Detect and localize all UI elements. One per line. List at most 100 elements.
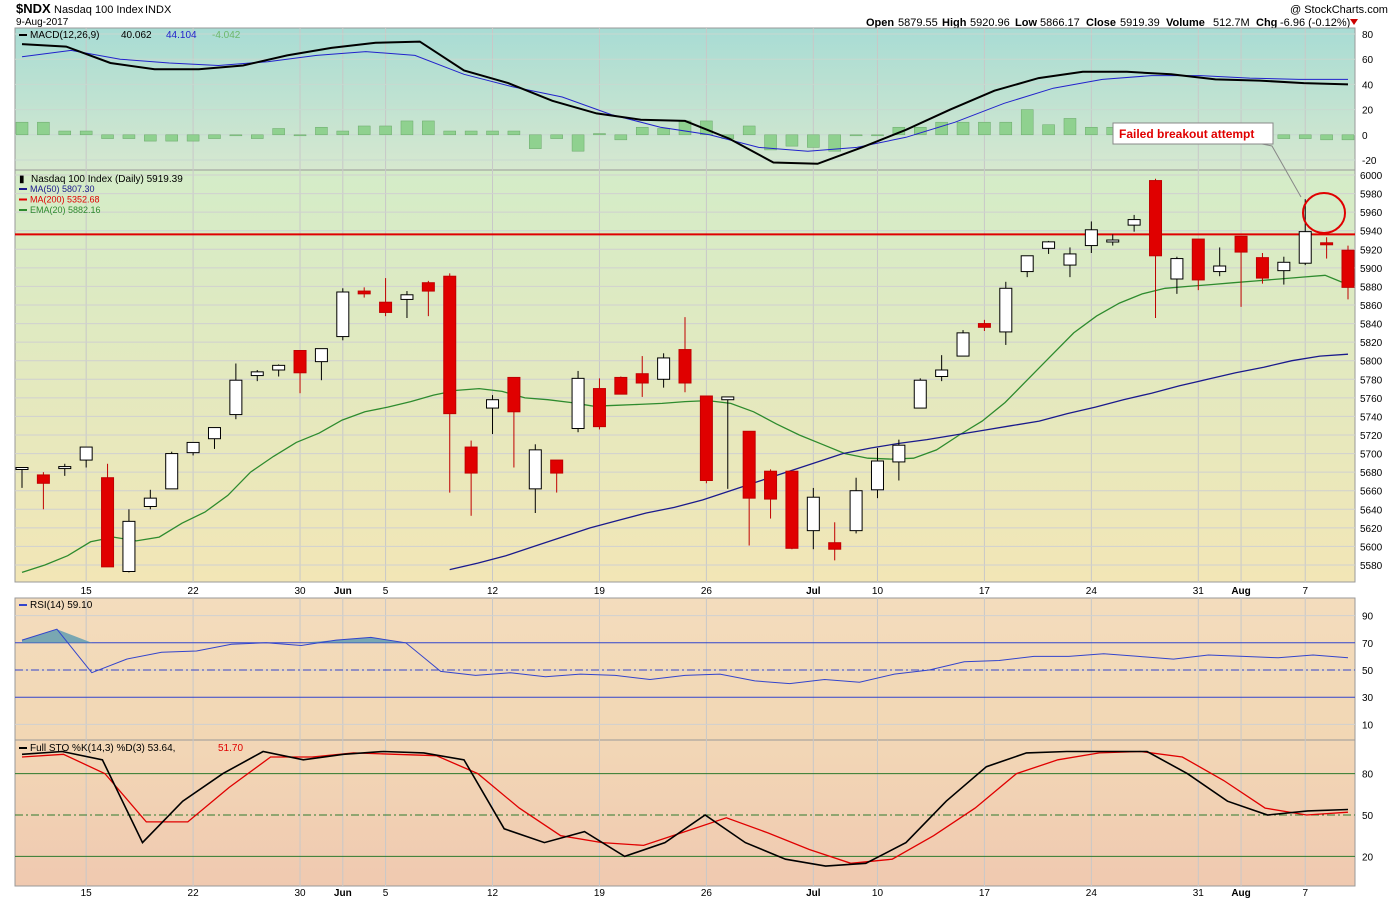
price-tick-label: 5820 [1360, 338, 1383, 349]
macd-histogram-bar [357, 125, 371, 136]
macd-label: MACD(12,26,9) [30, 30, 99, 41]
legend-entry: MA(200) 5352.68 [30, 195, 100, 205]
candle-body [336, 291, 350, 338]
candle-body [635, 373, 649, 384]
candle-body [828, 542, 842, 550]
macd-tick-label: 60 [1362, 55, 1374, 66]
low-value: 5866.17 [1040, 17, 1080, 29]
macd-value: 40.062 [121, 30, 152, 41]
date-label: 19 [594, 586, 606, 597]
ohlc-strip: Open 5879.55 High 5920.96 Low 5866.17 Cl… [866, 17, 1350, 29]
macd-histogram-bar [1042, 124, 1055, 136]
date-label: 17 [979, 586, 991, 597]
macd-histogram-bar [186, 134, 200, 142]
macd-histogram-bar [400, 120, 414, 136]
macd-signal-line [21, 49, 1348, 152]
macd-histogram-bar [849, 134, 863, 137]
date-label: 26 [701, 888, 713, 899]
plot-area [15, 40, 1355, 867]
price-tick-label: 5860 [1360, 301, 1383, 312]
symbol: $NDX [16, 1, 51, 16]
macd-histogram-bar [807, 134, 820, 148]
candle-body [977, 323, 991, 328]
macd-histogram-bar [550, 134, 563, 139]
macd-histogram-bar [336, 130, 350, 136]
candle-body [122, 520, 136, 572]
macd-histogram-bar [914, 126, 927, 136]
index-name: Nasdaq 100 Index [54, 4, 144, 16]
date-label: 10 [872, 888, 884, 899]
price-tick-label: 5940 [1360, 227, 1383, 238]
date-label: 24 [1086, 888, 1098, 899]
credit: @ StockCharts.com [1290, 4, 1388, 16]
candle-body [464, 446, 478, 474]
dropdown-arrow-icon[interactable] [1350, 19, 1358, 25]
breakout-annotation: Failed breakout attempt [1112, 122, 1346, 234]
date-label: Jun [334, 586, 352, 597]
date-label: 12 [487, 586, 499, 597]
candle-body [571, 377, 585, 430]
price-tick-label: 5900 [1360, 264, 1383, 275]
macd-histogram-bar [443, 130, 456, 136]
macd-histogram-bar [122, 134, 136, 139]
date-label: 31 [1193, 586, 1205, 597]
candle-body [550, 459, 564, 474]
macd-histogram-bar [1020, 109, 1034, 136]
price-tick-label: 5680 [1360, 468, 1383, 479]
exchange: INDX [145, 4, 172, 16]
candle-body [79, 446, 93, 461]
candle-body [1234, 235, 1248, 253]
candle-body [806, 496, 820, 532]
macd-histogram-bar [486, 130, 499, 136]
candle-body [443, 275, 457, 415]
date-label: 12 [487, 888, 499, 899]
candle-body [699, 395, 713, 481]
date-label: 17 [979, 888, 991, 899]
macd-histogram-bar [657, 128, 670, 136]
price-tick-label: 5580 [1360, 561, 1383, 572]
candle-body [357, 290, 371, 295]
macd-tick-label: 40 [1362, 80, 1374, 91]
date-label: 22 [188, 586, 200, 597]
candle-body [58, 466, 72, 470]
date-label: 7 [1302, 586, 1308, 597]
rsi-line [21, 628, 1349, 685]
macd-histogram-bar [272, 128, 285, 136]
macd-histogram-bar [956, 121, 970, 136]
date-label: 5 [383, 888, 389, 899]
hist-value: -4.042 [212, 30, 241, 41]
macd-tick-label: 80 [1362, 30, 1374, 41]
date-label: Aug [1231, 586, 1250, 597]
candle-body [956, 332, 970, 357]
candle-body [314, 348, 328, 363]
macd-histogram-bar [935, 121, 948, 136]
high-label: High [942, 17, 967, 29]
macd-histogram-bar [293, 134, 307, 137]
macd-histogram-bar [764, 134, 777, 151]
macd-histogram-bar [742, 125, 756, 136]
stoch-label: Full STO %K(14,3) %D(3) 53.64, [30, 743, 175, 754]
macd-histogram-bar [635, 126, 649, 136]
stoch-tick-label: 80 [1362, 770, 1374, 781]
macd-histogram-bar [208, 134, 221, 139]
macd-histogram-bar [1063, 118, 1077, 136]
macd-histogram-bar [571, 134, 585, 152]
candle-body [657, 357, 671, 380]
rsi-overbought-fill [22, 629, 1348, 643]
annotation-text: Failed breakout attempt [1119, 127, 1254, 141]
axes: 15 15 22 22 30 30 Jun Jun 5 5 12 12 19 19 26 26 Jul Jul 10… [81, 30, 1383, 899]
low-label: Low [1015, 17, 1037, 29]
macd-histogram-bar [422, 120, 435, 136]
date-label: 24 [1086, 586, 1098, 597]
candle-body [1084, 229, 1098, 247]
macd-tick-label: -20 [1362, 156, 1377, 167]
candle-body [379, 301, 393, 313]
candle-body [229, 379, 243, 416]
candle-body [1255, 257, 1269, 279]
candle-body [1106, 239, 1120, 243]
ema20-line [21, 274, 1349, 574]
price-tick-label: 5660 [1360, 487, 1383, 498]
candle-body [186, 441, 200, 454]
breakout-circle [1302, 192, 1346, 234]
price-tick-label: 5780 [1360, 375, 1383, 386]
